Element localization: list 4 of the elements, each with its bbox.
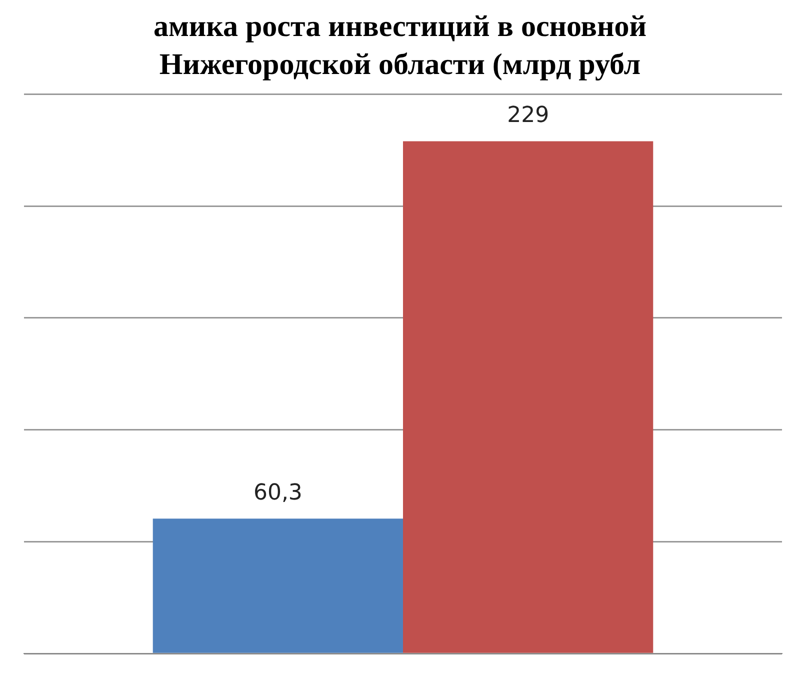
chart-title: амика роста инвестиций в основной [152, 9, 648, 45]
data-label: 229 [507, 102, 550, 128]
data-label: 60,3 [253, 480, 302, 506]
chart-subtitle: Нижегородской области (млрд рубл [158, 47, 642, 83]
